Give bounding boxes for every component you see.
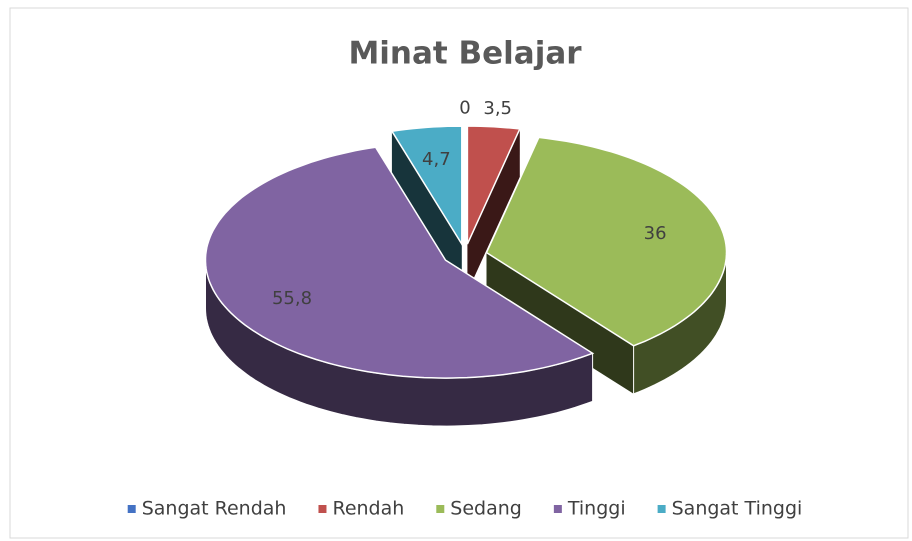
legend-label: Tinggi: [567, 498, 626, 520]
legend-swatch: [553, 505, 562, 513]
legend-label: Sangat Rendah: [142, 498, 287, 520]
legend-swatch: [657, 505, 666, 513]
legend-item: Tinggi: [553, 498, 626, 520]
data-label: 3,5: [483, 98, 512, 119]
legend-swatch: [127, 505, 136, 513]
data-label: 55,8: [272, 288, 312, 309]
legend-swatch: [318, 505, 327, 513]
legend-item: Sedang: [436, 498, 522, 520]
slice-side: [486, 252, 634, 394]
slice-side: [467, 128, 520, 293]
legend-item: Sangat Rendah: [127, 498, 287, 520]
slice-side: [391, 131, 462, 293]
chart-title: Minat Belajar: [348, 36, 582, 72]
slice: [485, 136, 728, 347]
data-label: 4,7: [422, 149, 451, 170]
slice: [466, 125, 521, 245]
legend-swatch: [436, 505, 445, 513]
data-label: 0: [459, 97, 470, 118]
legend-item: Rendah: [318, 498, 404, 520]
slice: [204, 146, 595, 379]
slice: [390, 125, 463, 247]
data-label: 36: [644, 223, 667, 244]
legend-label: Sangat Tinggi: [672, 498, 803, 520]
legend-item: Sangat Tinggi: [657, 498, 803, 520]
legend-label: Rendah: [332, 498, 404, 520]
legend-label: Sedang: [450, 498, 522, 520]
